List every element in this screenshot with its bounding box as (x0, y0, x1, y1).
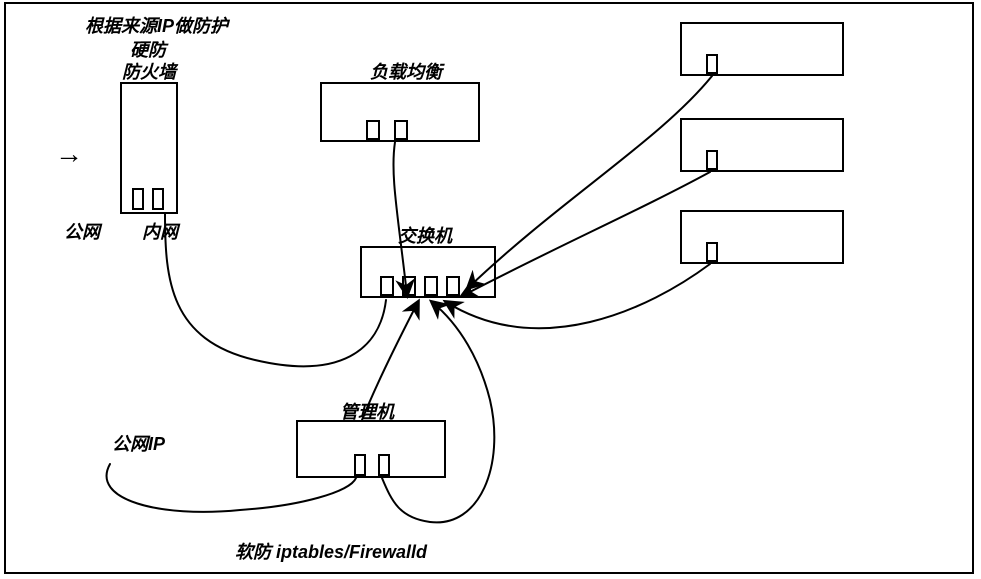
server-2-box (680, 118, 844, 172)
server-3-port (706, 242, 718, 262)
server-3-box (680, 210, 844, 264)
switch-port-2 (402, 276, 416, 296)
label-public-ip: 公网IP (112, 430, 165, 456)
inbound-arrow-icon: → (55, 140, 83, 168)
diagram-canvas: 根据来源IP做防护 硬防 防火墙 负载均衡 交换机 管理机 公网 内网 公网IP… (0, 0, 981, 579)
management-box (296, 420, 446, 478)
server-1-box (680, 22, 844, 76)
server-2-port (706, 150, 718, 170)
label-public-net: 公网 (64, 218, 100, 244)
firewall-port-1 (132, 188, 144, 210)
mgmt-port-2 (378, 454, 390, 476)
mgmt-port-1 (354, 454, 366, 476)
label-load-balancer: 负载均衡 (370, 58, 442, 84)
load-balancer-box (320, 82, 480, 142)
switch-port-1 (380, 276, 394, 296)
firewall-box (120, 82, 178, 214)
switch-port-3 (424, 276, 438, 296)
label-internal-net: 内网 (142, 218, 178, 244)
firewall-port-2 (152, 188, 164, 210)
lb-port-2 (394, 120, 408, 140)
lb-port-1 (366, 120, 380, 140)
label-protect-by-source-ip: 根据来源IP做防护 (85, 12, 228, 38)
label-soft-firewall: 软防 iptables/Firewalld (235, 538, 427, 564)
switch-box (360, 246, 496, 298)
label-hard-firewall-2: 防火墙 (122, 58, 176, 84)
label-switch: 交换机 (398, 222, 452, 248)
switch-port-4 (446, 276, 460, 296)
server-1-port (706, 54, 718, 74)
